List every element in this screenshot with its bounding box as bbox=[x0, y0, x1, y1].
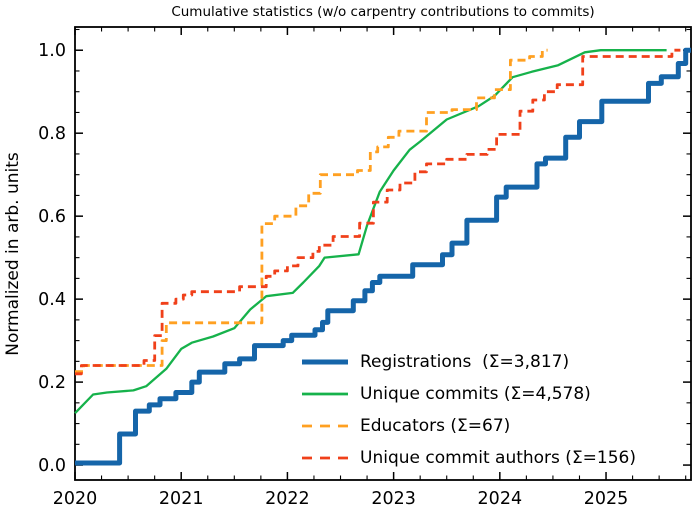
series-line-unique-commits bbox=[74, 49, 667, 414]
axes-spines bbox=[74, 26, 692, 481]
x-tick-label: 2023 bbox=[371, 489, 416, 509]
y-tick-label: 0.6 bbox=[38, 207, 66, 227]
series-line-registrations bbox=[75, 47, 691, 466]
y-tick-label: 0.4 bbox=[38, 290, 66, 310]
legend: Registrations (Σ=3,817) Unique commits (Σ… bbox=[302, 350, 636, 469]
y-tick-label: 0.8 bbox=[38, 124, 66, 144]
legend-label-registrations: Registrations (Σ=3,817) bbox=[360, 351, 570, 372]
x-tick-label: 2020 bbox=[53, 489, 98, 509]
x-tick-label: 2022 bbox=[265, 489, 310, 509]
series-line-educators bbox=[75, 48, 548, 374]
x-tick-label: 2024 bbox=[478, 489, 523, 509]
legend-label-unique-commits: Unique commits (Σ=4,578) bbox=[360, 383, 591, 404]
legend-swatch-registrations bbox=[302, 359, 348, 364]
y-tick-label: 0.2 bbox=[38, 373, 66, 393]
y-tick-label: 0.0 bbox=[38, 456, 66, 476]
x-tick-label: 2021 bbox=[159, 489, 204, 509]
chart-title: Cumulative statistics (w/o carpentry con… bbox=[171, 4, 595, 20]
y-tick-label: 1.0 bbox=[38, 41, 66, 61]
legend-swatch-unique-commit-authors bbox=[302, 456, 348, 459]
legend-label-unique-commit-authors: Unique commit authors (Σ=156) bbox=[360, 447, 637, 468]
legend-item-registrations: Registrations (Σ=3,817) bbox=[302, 350, 636, 373]
legend-item-unique-commit-authors: Unique commit authors (Σ=156) bbox=[302, 446, 636, 469]
x-tick-label: 2025 bbox=[584, 489, 629, 509]
legend-swatch-educators bbox=[302, 424, 348, 427]
legend-item-educators: Educators (Σ=67) bbox=[302, 414, 636, 437]
legend-swatch-unique-commits bbox=[302, 392, 348, 395]
legend-label-educators: Educators (Σ=67) bbox=[360, 415, 511, 436]
legend-item-unique-commits: Unique commits (Σ=4,578) bbox=[302, 382, 636, 405]
